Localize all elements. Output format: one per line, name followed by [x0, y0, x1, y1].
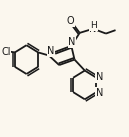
- Text: N: N: [89, 24, 97, 34]
- Text: Cl: Cl: [1, 47, 11, 57]
- Text: H: H: [90, 21, 97, 30]
- Text: N: N: [96, 88, 103, 98]
- Text: H: H: [90, 21, 97, 30]
- Text: N: N: [68, 38, 76, 47]
- Text: N: N: [47, 46, 55, 56]
- Text: O: O: [67, 16, 75, 26]
- Text: N: N: [96, 72, 103, 82]
